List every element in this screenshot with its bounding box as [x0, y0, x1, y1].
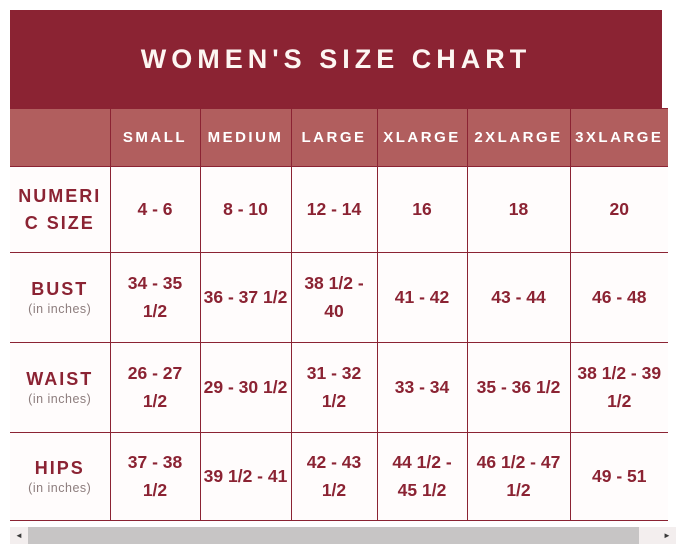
table-cell: 42 - 43 1/2: [290, 432, 378, 521]
table-row-bust: BUST (in inches) 34 - 35 1/2 36 - 37 1/2…: [10, 252, 668, 343]
arrow-left-icon: ◄: [15, 531, 23, 540]
table-cell: 12 - 14: [290, 166, 378, 253]
column-header-large: LARGE: [290, 108, 378, 167]
table-cell: 38 1/2 - 39 1/2: [569, 342, 668, 433]
table-cell: 33 - 34: [376, 342, 468, 433]
table-header-row: SMALL MEDIUM LARGE XLARGE 2XLARGE 3XLARG…: [10, 108, 668, 167]
table-cell: 20: [569, 166, 668, 253]
row-label-bust: BUST (in inches): [10, 252, 111, 343]
table-row-hips: HIPS (in inches) 37 - 38 1/2 39 1/2 - 41…: [10, 432, 668, 521]
corner-cell: [10, 108, 111, 167]
table-cell: 49 - 51: [569, 432, 668, 521]
column-header-3xlarge: 3XLARGE: [569, 108, 668, 167]
horizontal-scrollbar[interactable]: ◄ ►: [10, 527, 676, 544]
column-header-xlarge: XLARGE: [376, 108, 468, 167]
column-header-2xlarge: 2XLARGE: [466, 108, 571, 167]
page-title: WOMEN'S SIZE CHART: [140, 43, 532, 74]
table-cell: 8 - 10: [199, 166, 292, 253]
scrollbar-track[interactable]: [28, 527, 658, 544]
size-chart-widget: WOMEN'S SIZE CHART SMALL MEDIUM LARGE XL…: [10, 10, 676, 544]
table-cell: 4 - 6: [109, 166, 201, 253]
table-cell: 26 - 27 1/2: [109, 342, 201, 433]
row-label-numeric-size: NUMERIC SIZE: [10, 166, 111, 253]
table-row-numeric-size: NUMERIC SIZE 4 - 6 8 - 10 12 - 14 16 18 …: [10, 166, 668, 253]
table-cell: 37 - 38 1/2: [109, 432, 201, 521]
row-label-text: HIPS: [34, 458, 85, 479]
size-chart-table: SMALL MEDIUM LARGE XLARGE 2XLARGE 3XLARG…: [10, 108, 668, 521]
row-sublabel-text: (in inches): [28, 392, 92, 407]
row-sublabel-text: (in inches): [28, 302, 92, 317]
table-cell: 31 - 32 1/2: [290, 342, 378, 433]
chart-title-banner: WOMEN'S SIZE CHART: [10, 10, 662, 108]
row-label-hips: HIPS (in inches): [10, 432, 111, 521]
column-header-small: SMALL: [109, 108, 201, 167]
table-cell: 41 - 42: [376, 252, 468, 343]
table-cell: 35 - 36 1/2: [466, 342, 571, 433]
row-label-text: WAIST: [26, 369, 94, 390]
table-cell: 18: [466, 166, 571, 253]
table-cell: 16: [376, 166, 468, 253]
table-cell: 39 1/2 - 41: [199, 432, 292, 521]
scroll-right-button[interactable]: ►: [658, 527, 676, 544]
arrow-right-icon: ►: [663, 531, 671, 540]
row-label-waist: WAIST (in inches): [10, 342, 111, 433]
table-cell: 43 - 44: [466, 252, 571, 343]
table-cell: 44 1/2 - 45 1/2: [376, 432, 468, 521]
column-header-medium: MEDIUM: [199, 108, 292, 167]
table-cell: 38 1/2 - 40: [290, 252, 378, 343]
row-sublabel-text: (in inches): [28, 481, 92, 496]
table-cell: 29 - 30 1/2: [199, 342, 292, 433]
scroll-left-button[interactable]: ◄: [10, 527, 28, 544]
row-label-text: NUMERIC SIZE: [18, 186, 102, 233]
scrollbar-thumb[interactable]: [28, 527, 640, 544]
table-cell: 46 1/2 - 47 1/2: [466, 432, 571, 521]
table-cell: 46 - 48: [569, 252, 668, 343]
table-cell: 34 - 35 1/2: [109, 252, 201, 343]
table-row-waist: WAIST (in inches) 26 - 27 1/2 29 - 30 1/…: [10, 342, 668, 433]
table-cell: 36 - 37 1/2: [199, 252, 292, 343]
row-label-text: BUST: [31, 279, 89, 300]
